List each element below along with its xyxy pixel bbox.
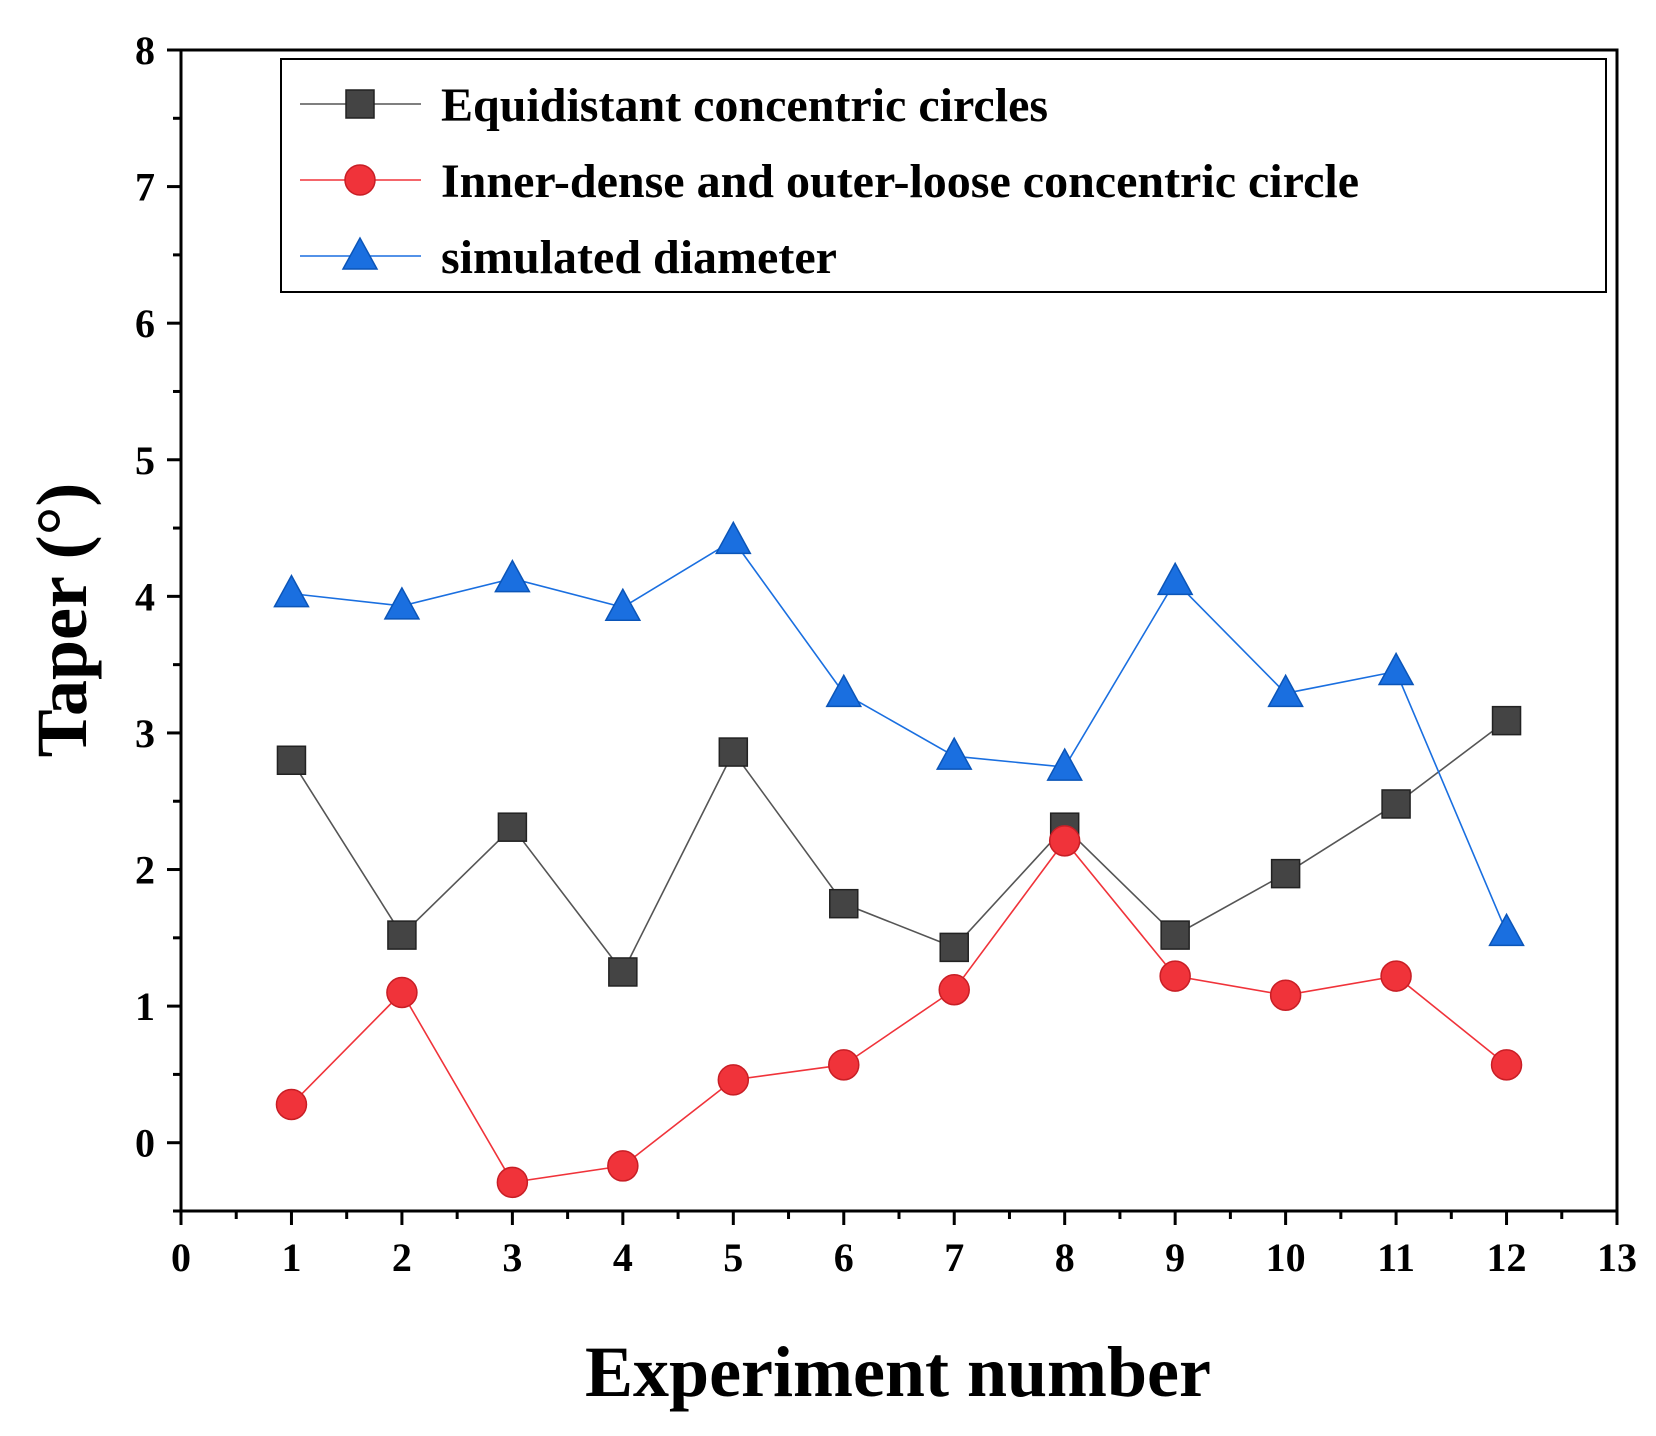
- series-2-point: [1380, 960, 1412, 992]
- x-tick-label: 1: [281, 1235, 301, 1280]
- y-tick-label: 2: [135, 848, 155, 893]
- y-tick-label: 4: [135, 574, 155, 619]
- y-axis-title: Taper (°): [22, 483, 102, 758]
- series-2-point: [1159, 960, 1191, 992]
- series-1-point: [1270, 858, 1301, 889]
- series-1-point: [1381, 789, 1411, 819]
- series-1-point: [829, 888, 859, 919]
- legend-marker-2: [344, 164, 376, 196]
- x-tick-label: 4: [613, 1235, 633, 1280]
- series-1-point: [1491, 705, 1522, 736]
- series-3-point: [604, 587, 642, 622]
- y-tick-label: 0: [135, 1121, 155, 1166]
- y-tick-label: 3: [135, 711, 155, 756]
- x-tick-label: 2: [392, 1235, 412, 1280]
- series-2-point: [607, 1150, 639, 1182]
- series-1-point: [718, 737, 749, 767]
- series-3-point: [1046, 747, 1083, 781]
- legend-label-1: Equidistant concentric circles: [441, 79, 1048, 132]
- series-2-point: [1048, 825, 1081, 857]
- series-3: [273, 520, 1525, 947]
- legend-label-3: simulated diameter: [441, 231, 837, 284]
- x-tick-label: 7: [944, 1235, 964, 1280]
- series-2-line: [290, 839, 1508, 1184]
- series-3-point: [273, 574, 310, 608]
- y-tick-label: 8: [135, 28, 155, 73]
- series-3-point: [935, 736, 973, 770]
- series-2: [275, 825, 1523, 1199]
- series-3-point: [1377, 651, 1415, 686]
- y-tick-label: 7: [135, 165, 155, 210]
- series-1-point: [276, 745, 307, 776]
- series-1-line: [290, 720, 1508, 974]
- x-tick-label: 10: [1266, 1235, 1306, 1280]
- legend: Equidistant concentric circles Inner-dens…: [280, 58, 1607, 293]
- y-tick-label: 5: [135, 438, 155, 483]
- series-2-point: [386, 976, 418, 1009]
- x-tick-label: 12: [1487, 1235, 1527, 1280]
- series-3-point: [1488, 912, 1525, 947]
- y-tick-label: 6: [135, 301, 155, 346]
- series-2-point: [717, 1064, 750, 1096]
- series-group: [273, 520, 1525, 1199]
- series-1: [276, 705, 1522, 987]
- legend-box: [280, 58, 1607, 293]
- series-3-line: [291, 539, 1508, 933]
- x-tick-label: 13: [1597, 1235, 1637, 1280]
- series-3-point: [383, 586, 421, 620]
- series-3-point: [715, 520, 752, 555]
- y-tick-label: 1: [135, 984, 155, 1029]
- series-1-point: [1160, 920, 1190, 950]
- series-2-point: [1269, 979, 1302, 1011]
- series-2-point: [828, 1049, 860, 1081]
- series-3-point: [825, 673, 863, 708]
- series-2-point: [1490, 1049, 1523, 1081]
- series-2-point: [938, 973, 970, 1006]
- series-3-point: [494, 559, 531, 593]
- legend-label-2: Inner-dense and outer-loose concentric c…: [441, 155, 1359, 208]
- x-tick-label: 8: [1055, 1235, 1075, 1280]
- series-3-point: [1156, 561, 1194, 596]
- series-1-point: [939, 932, 969, 963]
- x-tick-label: 3: [502, 1235, 522, 1280]
- x-tick-label: 5: [723, 1235, 743, 1280]
- legend-marker-1: [345, 89, 375, 119]
- legend-marker-3: [341, 236, 379, 270]
- x-tick-label: 9: [1165, 1235, 1185, 1280]
- x-tick-label: 6: [834, 1235, 854, 1280]
- x-axis-title: Experiment number: [585, 1332, 1211, 1412]
- x-tick-label: 11: [1377, 1235, 1415, 1280]
- x-tick-label: 0: [171, 1235, 191, 1280]
- series-1-point: [608, 957, 638, 987]
- series-2-point: [496, 1166, 529, 1199]
- series-1-point: [387, 920, 417, 950]
- series-3-point: [1267, 673, 1304, 708]
- series-2-point: [275, 1088, 308, 1121]
- series-1-point: [497, 812, 528, 842]
